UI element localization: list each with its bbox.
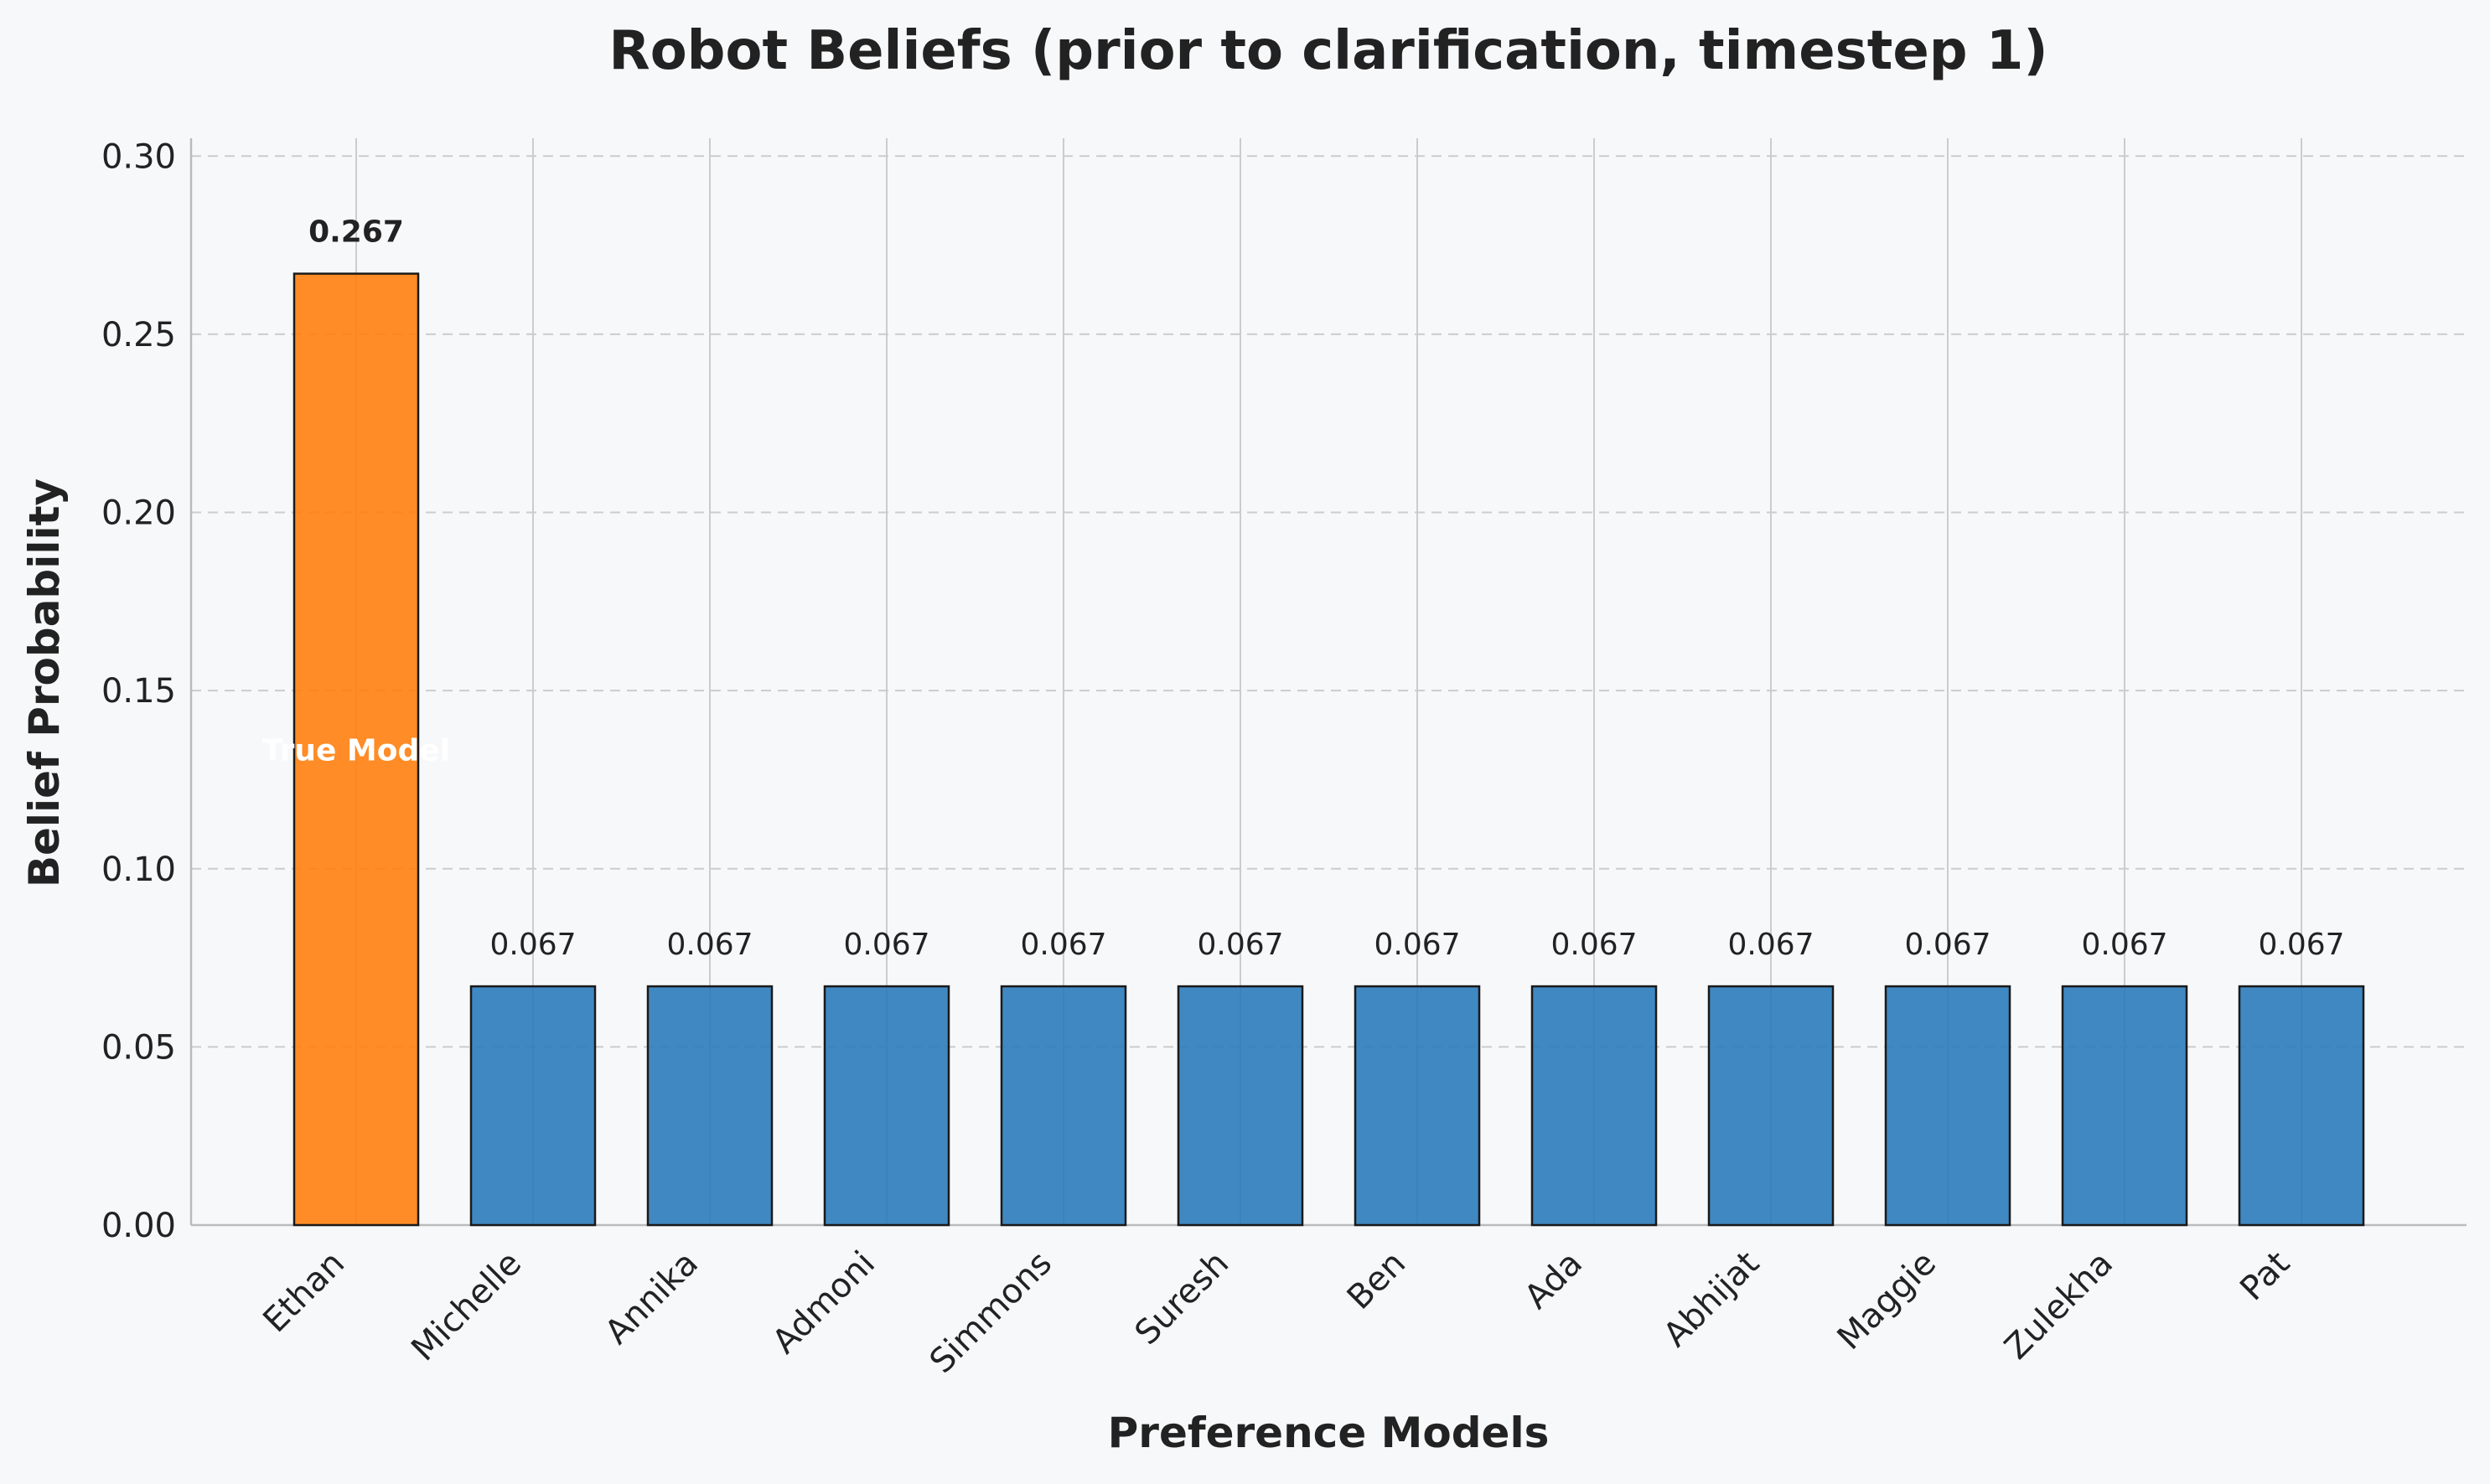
bar-abhijat <box>1707 985 1835 1227</box>
bar-value-label: 0.067 <box>1020 928 1106 962</box>
bar-value-label: 0.267 <box>308 215 404 250</box>
y-tick-label: 0.30 <box>101 137 176 176</box>
true-model-annotation: True Model <box>262 733 450 768</box>
bar-zulekha <box>2061 985 2188 1227</box>
y-tick-label: 0.15 <box>101 672 176 711</box>
bar-value-label: 0.067 <box>1374 928 1460 962</box>
y-tick-label: 0.05 <box>101 1028 176 1067</box>
bar-value-label: 0.067 <box>1904 928 1990 962</box>
y-tick-label: 0.00 <box>101 1207 176 1245</box>
bar-value-label: 0.067 <box>1197 928 1283 962</box>
bar-pat <box>2238 985 2365 1227</box>
bar-value-label: 0.067 <box>666 928 753 962</box>
bar-ada <box>1530 985 1658 1227</box>
bar-maggie <box>1884 985 2011 1227</box>
bar-value-label: 0.067 <box>843 928 929 962</box>
bar-value-label: 0.067 <box>2258 928 2344 962</box>
x-axis-label: Preference Models <box>1108 1409 1550 1457</box>
bar-ethan <box>292 272 420 1227</box>
bar-admoni <box>823 985 950 1227</box>
y-axis-label: Belief Probability <box>20 478 69 887</box>
bar-ben <box>1354 985 1481 1227</box>
bar-value-label: 0.067 <box>2081 928 2167 962</box>
bar-michelle <box>469 985 597 1227</box>
bar-annika <box>646 985 774 1227</box>
y-tick-label: 0.10 <box>101 851 176 889</box>
bar-value-label: 0.067 <box>489 928 576 962</box>
y-tick-label: 0.20 <box>101 494 176 533</box>
bar-simmons <box>1000 985 1127 1227</box>
y-ticks: 0.00 0.05 0.10 0.15 0.20 0.25 0.30 <box>101 137 176 1245</box>
y-tick-label: 0.25 <box>101 316 176 354</box>
bar-value-labels: 0.267 True Model 0.067 0.067 0.067 0.067 0.067… <box>262 215 2345 962</box>
bars <box>292 272 2365 1227</box>
bar-value-label: 0.067 <box>1550 928 1637 962</box>
bar-value-label: 0.067 <box>1727 928 1814 962</box>
bar-suresh <box>1177 985 1304 1227</box>
chart-title: Robot Beliefs (prior to clarification, t… <box>608 20 2047 82</box>
